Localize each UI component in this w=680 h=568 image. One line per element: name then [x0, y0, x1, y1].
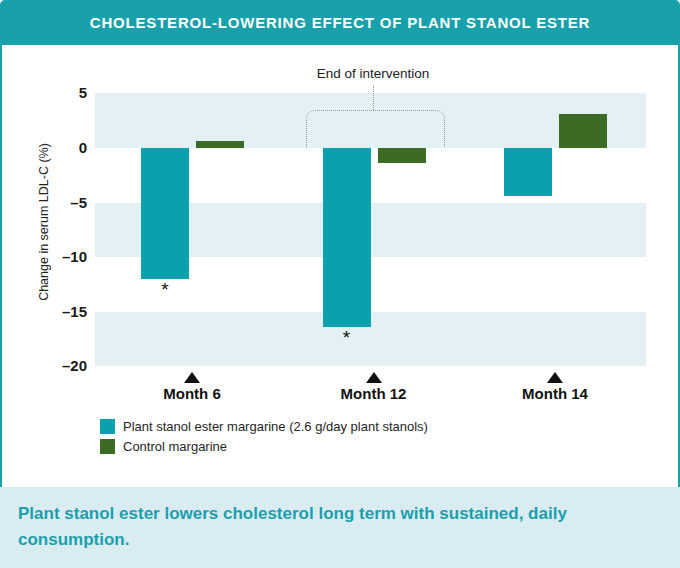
bar-plant-stanol [323, 148, 371, 327]
caption-panel: Plant stanol ester lowers cholesterol lo… [0, 487, 680, 568]
bar-plant-stanol [504, 148, 552, 196]
annotation-text: End of intervention [273, 66, 473, 81]
x-axis-label: Month 6 [122, 386, 262, 402]
infographic-page: CHOLESTEROL-LOWERING EFFECT OF PLANT STA… [0, 0, 680, 568]
significance-asterisk: * [323, 329, 371, 347]
chart-title: CHOLESTEROL-LOWERING EFFECT OF PLANT STA… [90, 14, 590, 31]
legend-swatch-plant-stanol [100, 419, 115, 434]
x-axis-label: Month 12 [304, 386, 444, 402]
legend-row: Plant stanol ester margarine (2.6 g/day … [100, 419, 428, 434]
legend-label: Control margarine [123, 439, 227, 454]
bar-control [559, 114, 607, 148]
header-bar: CHOLESTEROL-LOWERING EFFECT OF PLANT STA… [0, 0, 680, 45]
annotation-connector-line [373, 85, 374, 110]
chart-card: Change in serum LDL-C (%) 50–5–10–15–20 … [0, 45, 680, 489]
bar-control [378, 148, 426, 163]
caption-text: Plant stanol ester lowers cholesterol lo… [18, 501, 618, 554]
axis-marker-triangle-icon [547, 372, 563, 383]
legend-swatch-control [100, 439, 115, 454]
y-tick-label: –5 [25, 195, 87, 211]
y-tick-label: –15 [25, 304, 87, 320]
axis-marker-triangle-icon [366, 372, 382, 383]
legend-label: Plant stanol ester margarine (2.6 g/day … [123, 419, 428, 434]
y-tick-label: –20 [25, 358, 87, 374]
bar-plant-stanol [141, 148, 189, 279]
plot-stripe-band [95, 312, 646, 367]
y-axis-label: Change in serum LDL-C (%) [37, 72, 53, 372]
significance-asterisk: * [141, 281, 189, 299]
y-tick-label: 5 [25, 85, 87, 101]
bar-control [196, 141, 244, 148]
axis-marker-triangle-icon [184, 372, 200, 383]
legend: Plant stanol ester margarine (2.6 g/day … [100, 419, 428, 459]
y-tick-label: 0 [25, 140, 87, 156]
x-axis-label: Month 14 [485, 386, 625, 402]
legend-row: Control margarine [100, 439, 428, 454]
y-tick-label: –10 [25, 249, 87, 265]
annotation-bracket [306, 110, 445, 147]
